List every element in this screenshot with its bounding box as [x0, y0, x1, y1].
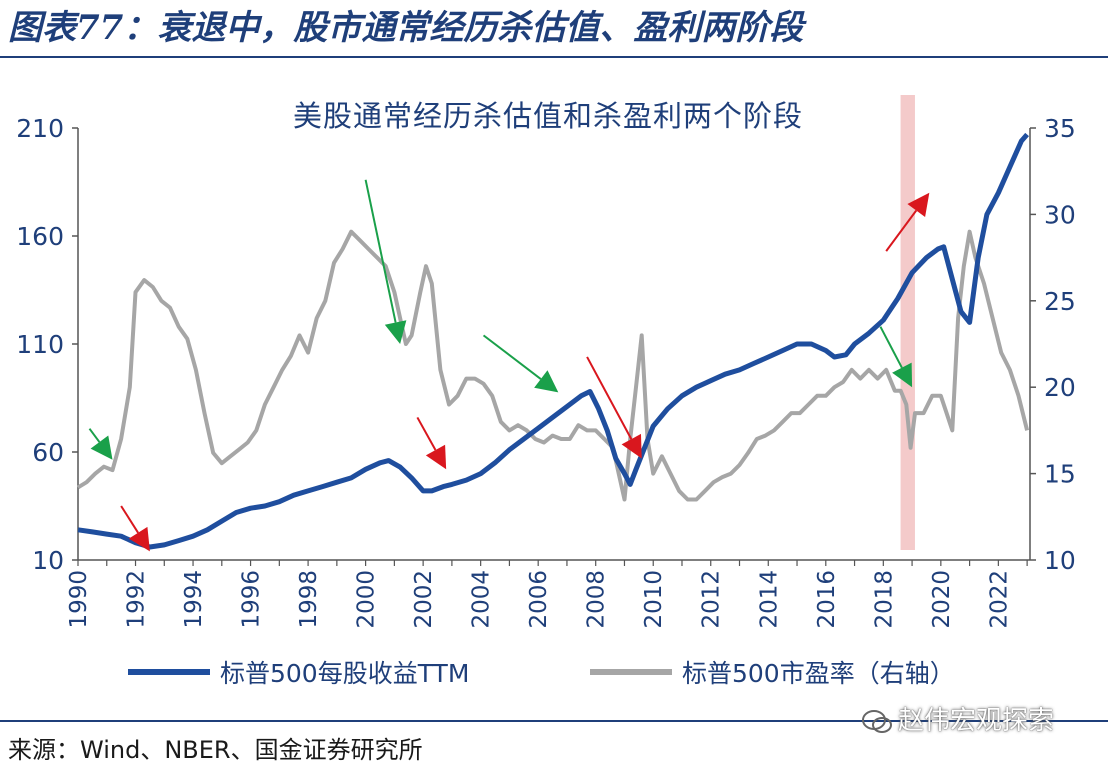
x-axis-tick-label: 2008 [584, 570, 610, 629]
x-axis-tick-label: 2000 [354, 570, 380, 629]
left-axis-tick-label: 210 [16, 114, 64, 143]
red-arrow-shaft [885, 209, 918, 252]
watermark-text: 赵伟宏观探索 [898, 706, 1055, 736]
x-axis-tick-label: 2020 [929, 570, 955, 629]
pe-line [76, 229, 1030, 502]
x-axis-tick-label: 2014 [756, 570, 782, 629]
right-axis-tick-label: 35 [1044, 114, 1076, 143]
x-axis-tick-label: 2016 [814, 570, 840, 629]
red-arrow-shaft [416, 416, 437, 451]
right-axis-tick-label: 25 [1044, 287, 1076, 316]
x-axis-tick-label: 1996 [239, 570, 265, 629]
green-arrow-shaft [482, 334, 542, 380]
chart-title: 美股通常经历杀估值和杀盈利两个阶段 [293, 99, 803, 133]
x-axis-tick-label: 1990 [66, 570, 92, 629]
axes-layer: 10 60 110 160 210 10 15 20 25 30 35 1990 1992 1994 199… [16, 114, 1076, 629]
x-axis-tick-label: 1994 [181, 570, 207, 629]
green-arrow-head [534, 370, 559, 393]
left-axis-tick-label: 160 [16, 222, 64, 251]
left-axis-tick-label: 60 [32, 438, 64, 467]
left-axis-tick-label: 110 [16, 330, 64, 359]
x-axis-tick-label: 2002 [411, 570, 437, 629]
right-axis-tick-label: 20 [1044, 373, 1076, 402]
x-axis-tick-label: 2004 [469, 570, 495, 629]
wechat-icon [862, 709, 892, 733]
green-arrow-head [892, 362, 913, 388]
right-axis-tick-label: 30 [1044, 200, 1076, 229]
watermark: 赵伟宏观探索 [862, 700, 1054, 737]
recession-band-layer [900, 95, 915, 550]
recession-band [900, 95, 915, 550]
green-arrow-shaft [364, 179, 397, 323]
left-axis-tick-label: 10 [32, 546, 64, 575]
legend-pe-label: 标普500市盈率（右轴） [682, 659, 955, 688]
x-axis-tick-label: 2010 [641, 570, 667, 629]
x-axis-tick-label: 1998 [296, 570, 322, 629]
x-axis-tick-label: 1992 [124, 570, 150, 629]
green-arrow-head [90, 435, 113, 460]
green-arrow-head [384, 320, 407, 344]
x-axis-tick-label: 2012 [699, 570, 725, 629]
series-layer [76, 132, 1030, 550]
legend: 标普500每股收益TTM 标普500市盈率（右轴） [128, 659, 955, 688]
chart: 美股通常经历杀估值和杀盈利两个阶段 10 60 110 160 210 10 15 20 25 3… [16, 95, 1076, 688]
green-arrow-shaft [88, 428, 101, 443]
right-axis-tick-label: 10 [1044, 546, 1076, 575]
title-divider [0, 56, 1108, 58]
red-arrow-head [907, 192, 930, 218]
source-divider [0, 720, 1108, 722]
right-axis-tick-label: 15 [1044, 460, 1076, 489]
figure-title: 图表77：衰退中，股市通常经历杀估值、盈利两阶段 [8, 8, 804, 48]
red-arrow-head [425, 444, 447, 470]
eps-line [77, 132, 1029, 550]
legend-eps-label: 标普500每股收益TTM [220, 659, 469, 688]
source-note: 来源：Wind、NBER、国金证券研究所 [8, 736, 423, 764]
x-axis-tick-label: 2022 [986, 570, 1012, 629]
red-arrow-head [128, 526, 150, 552]
x-axis-tick-label: 2018 [871, 570, 897, 629]
red-arrow-head [621, 433, 642, 459]
green-arrow-shaft [879, 326, 903, 369]
arrows-layer [88, 179, 930, 552]
x-axis-tick-label: 2006 [526, 570, 552, 629]
red-arrow-shaft [586, 356, 633, 440]
red-arrow-shaft [120, 505, 139, 534]
